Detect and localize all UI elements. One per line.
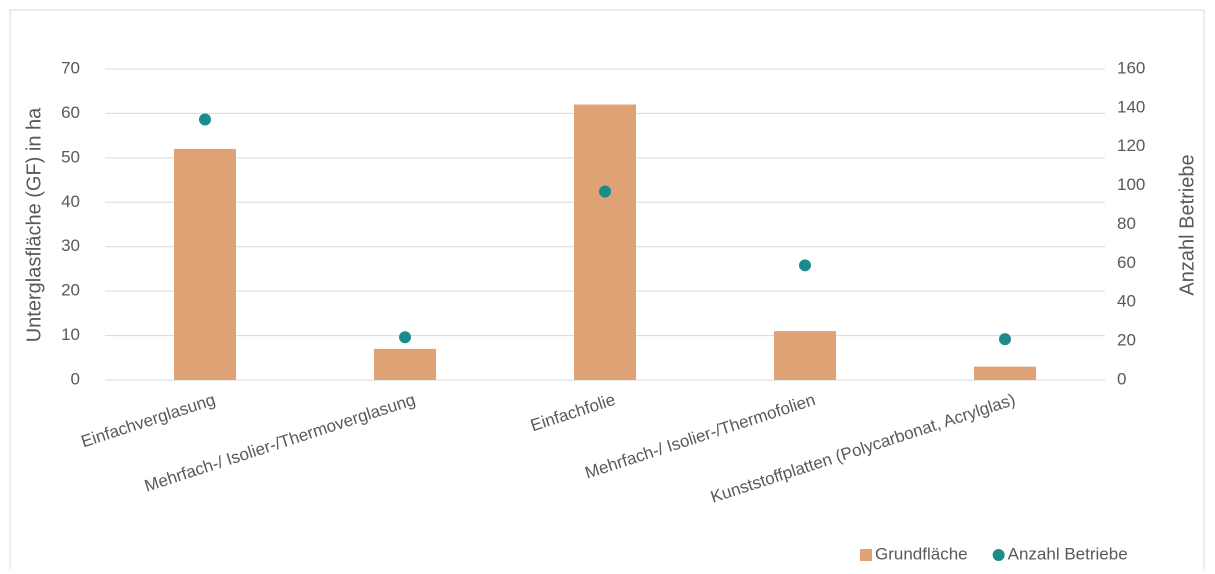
bar xyxy=(774,331,836,380)
y-tick-label: 40 xyxy=(61,192,80,211)
dot xyxy=(599,185,611,198)
bar xyxy=(174,148,236,380)
y-tick-label: 50 xyxy=(61,147,80,166)
y2-tick-label: 100 xyxy=(1117,175,1145,194)
y-tick-label: 70 xyxy=(61,58,80,77)
y2-tick-label: 40 xyxy=(1117,292,1136,311)
y-axis-title: Unterglasfläche (GF) in ha xyxy=(23,107,45,342)
y2-tick-label: 0 xyxy=(1117,369,1126,388)
y2-tick-label: 80 xyxy=(1117,214,1136,233)
y-tick-label: 60 xyxy=(61,103,80,122)
dot xyxy=(799,259,811,272)
y-tick-label: 0 xyxy=(71,369,80,388)
x-tick-label: Kunststoffplatten (Polycarbonat, Acrylgl… xyxy=(708,390,1017,507)
x-tick-label: Einfachverglasung xyxy=(79,390,218,451)
legend-swatch xyxy=(860,549,872,561)
y2-tick-label: 140 xyxy=(1117,97,1145,116)
dot xyxy=(399,331,411,344)
x-tick-label: Einfachfolie xyxy=(528,390,617,435)
y-tick-label: 20 xyxy=(61,281,80,300)
legend-swatch xyxy=(992,549,1005,561)
legend-label: Grundfläche xyxy=(875,544,968,563)
y2-tick-label: 160 xyxy=(1117,58,1145,77)
bar xyxy=(974,366,1036,380)
legend-label: Anzahl Betriebe xyxy=(1008,544,1128,563)
y2-tick-label: 120 xyxy=(1117,136,1145,155)
y2-tick-label: 20 xyxy=(1117,331,1136,350)
dot xyxy=(199,113,211,126)
bar xyxy=(374,348,436,380)
y2-axis-title: Anzahl Betriebe xyxy=(1176,154,1198,295)
bar xyxy=(574,104,636,381)
y2-tick-label: 60 xyxy=(1117,253,1136,272)
y-tick-label: 30 xyxy=(61,236,80,255)
dot xyxy=(999,333,1011,346)
y-tick-label: 10 xyxy=(61,325,80,344)
